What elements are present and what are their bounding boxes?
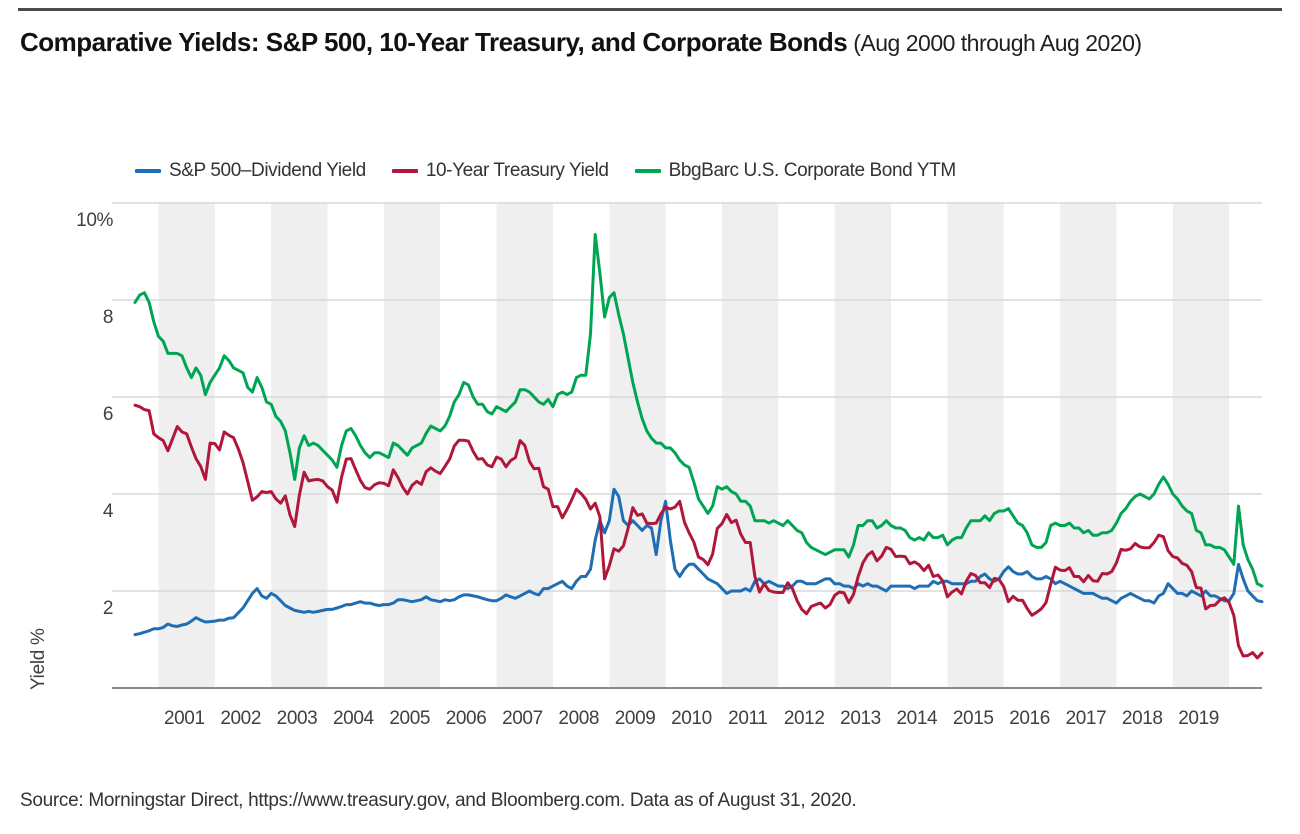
legend-item-10-year-treasury-yield: 10-Year Treasury Yield bbox=[391, 160, 609, 182]
x-tick-label-2019: 2019 bbox=[1178, 708, 1219, 729]
x-tick-label-2007: 2007 bbox=[502, 708, 543, 729]
y-tick-label-6: 6 bbox=[103, 404, 113, 425]
x-tick-label-2005: 2005 bbox=[389, 708, 430, 729]
x-tick-labels: 2001 2002 2003 2004 2005 2006 2007 2008 2009 2010… bbox=[164, 708, 1219, 729]
chart-title: Comparative Yields: S&P 500, 10-Year Tre… bbox=[20, 27, 1142, 58]
x-tick-label-2015: 2015 bbox=[953, 708, 994, 729]
chart-title-daterange: (Aug 2000 through Aug 2020) bbox=[853, 30, 1142, 56]
series-line-10-year-treasury-yield bbox=[133, 403, 1264, 660]
shaded-band-2001 bbox=[158, 203, 215, 688]
x-tick-label-2002: 2002 bbox=[220, 708, 261, 729]
x-tick-label-2016: 2016 bbox=[1009, 708, 1050, 729]
x-tick-label-2008: 2008 bbox=[558, 708, 599, 729]
y-tick-label-10: 10% bbox=[76, 210, 113, 231]
x-tick-label-2006: 2006 bbox=[446, 708, 487, 729]
legend-item-s-p-500-dividend-yield: S&P 500–Dividend Yield bbox=[135, 160, 366, 182]
legend-swatch-icon bbox=[634, 169, 661, 173]
gridlines: 2 4 6 8 10% bbox=[76, 202, 1262, 619]
y-axis-label: Yield % bbox=[28, 628, 49, 690]
shaded-band-2015 bbox=[947, 203, 1004, 688]
y-tick-label-8: 8 bbox=[103, 307, 113, 328]
legend-swatch-icon bbox=[135, 169, 161, 173]
y-tick-label-2: 2 bbox=[103, 598, 113, 619]
legend-label: S&P 500–Dividend Yield bbox=[169, 160, 366, 181]
y-tick-label-4: 4 bbox=[103, 501, 114, 522]
x-tick-label-2012: 2012 bbox=[784, 708, 825, 729]
legend-label: BbgBarc U.S. Corporate Bond YTM bbox=[668, 160, 957, 181]
x-tick-label-2004: 2004 bbox=[333, 708, 375, 729]
x-tick-label-2018: 2018 bbox=[1122, 708, 1163, 729]
legend-label: 10-Year Treasury Yield bbox=[425, 160, 609, 181]
shaded-band-2009 bbox=[609, 203, 666, 688]
x-tick-label-2017: 2017 bbox=[1066, 708, 1107, 729]
source-note: Source: Morningstar Direct, https://www.… bbox=[20, 790, 857, 811]
shaded-band-2013 bbox=[834, 203, 892, 688]
x-tick-label-2011: 2011 bbox=[728, 708, 767, 729]
legend-item-bbgbarc-u-s-corporate-bond-ytm: BbgBarc U.S. Corporate Bond YTM bbox=[634, 160, 957, 182]
series-line-s-p-500-dividend-yield bbox=[133, 487, 1264, 637]
x-tick-label-2009: 2009 bbox=[615, 708, 656, 729]
shaded-band-2019 bbox=[1172, 203, 1230, 688]
chart-title-main: Comparative Yields: S&P 500, 10-Year Tre… bbox=[20, 27, 848, 57]
x-tick-label-2010: 2010 bbox=[671, 708, 712, 729]
x-tick-label-2001: 2001 bbox=[164, 708, 205, 729]
x-tick-label-2003: 2003 bbox=[277, 708, 318, 729]
top-rule bbox=[18, 8, 1282, 11]
legend: S&P 500–Dividend Yield 10-Year Treasury Y… bbox=[135, 160, 956, 182]
x-tick-label-2013: 2013 bbox=[840, 708, 881, 729]
legend-swatch-icon bbox=[391, 169, 418, 173]
series-lines bbox=[133, 233, 1264, 660]
series-line-bbgbarc-u-s-corporate-bond-ytm bbox=[133, 233, 1264, 588]
x-tick-label-2014: 2014 bbox=[897, 708, 939, 729]
shaded-band-2017 bbox=[1060, 203, 1117, 688]
shaded-band-2011 bbox=[721, 203, 779, 688]
